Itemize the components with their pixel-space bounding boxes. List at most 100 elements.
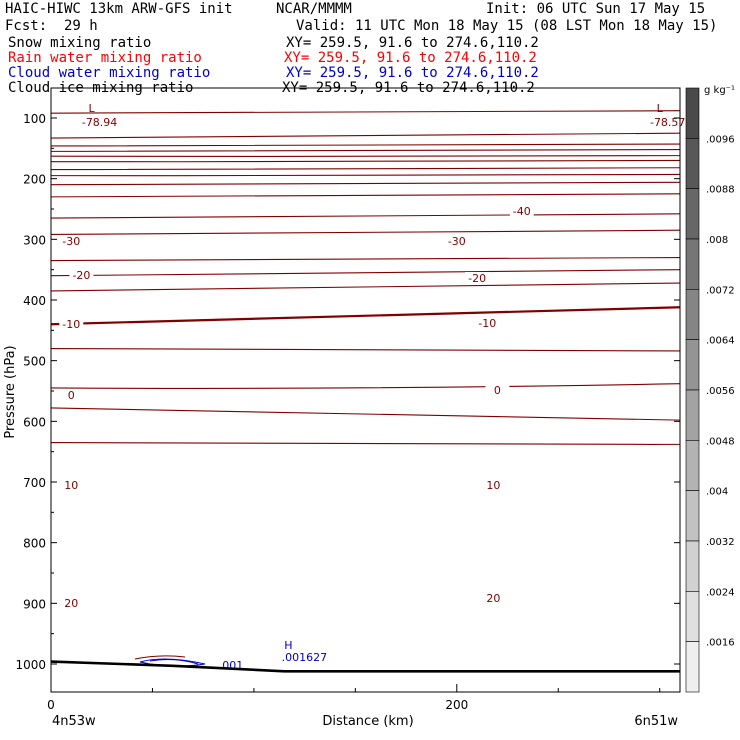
contour-label-bg (465, 272, 490, 284)
contour-line (50, 167, 681, 171)
y-tick-label: 100 (23, 112, 46, 126)
y-tick-label: 700 (23, 476, 46, 490)
low-symbol: L (657, 102, 664, 115)
colorbar-label: .0088 (706, 185, 735, 196)
contour-line (50, 110, 681, 114)
colorbar-unit: g kg⁻¹ (704, 85, 735, 96)
terrain-line (50, 660, 680, 673)
contour-line (50, 132, 681, 139)
colorbar-segment (685, 339, 700, 391)
contour-label-bg (59, 479, 84, 491)
contour-label: 0 (494, 384, 501, 397)
contour-label: -30 (448, 235, 466, 248)
fcst-label: Fcst: (5, 18, 48, 34)
init-time: Init: 06 UTC Sun 17 May 15 (486, 1, 706, 17)
colorbar-segment (685, 440, 700, 491)
field-snow-xy: XY= 259.5, 91.6 to 274.6,110.2 (286, 35, 539, 51)
colorbar-label: .0064 (706, 336, 735, 347)
contour-line (134, 655, 186, 660)
colorbar-segment (685, 540, 700, 592)
contour-line (50, 383, 681, 389)
terrain-line (50, 660, 680, 673)
contour-line (50, 269, 681, 277)
contour-line (50, 173, 681, 177)
contour-line (50, 282, 681, 292)
field-cloud-water-name: Cloud water mixing ratio (8, 65, 211, 81)
contour-label-bg (481, 479, 506, 491)
contour-line (50, 193, 681, 198)
y-tick-label: 300 (23, 233, 46, 247)
colorbar-label: .0048 (706, 436, 735, 447)
y-tick-label: 500 (23, 355, 46, 369)
extrema-markers: L-78.94L-78.57H.001627 (82, 102, 686, 664)
fcst-value: 29 h (64, 18, 98, 34)
contour-label: 20 (486, 592, 500, 605)
plot-frame (50, 87, 681, 693)
y-tick-label: 600 (23, 415, 46, 429)
contour-label-bg (69, 269, 94, 281)
field-snow-name: Snow mixing ratio (8, 35, 152, 51)
contour-label: 0 (68, 389, 75, 402)
org-label: NCAR/MMMM (276, 1, 352, 17)
field-rain-name: Rain water mixing ratio (8, 50, 202, 66)
x-axis-label: Distance (km) (322, 714, 413, 729)
x-tick-label: 200 (445, 698, 468, 712)
contour-line (50, 442, 681, 445)
contour-label-bg (444, 235, 469, 247)
contour-label: -30 (62, 235, 80, 248)
contour-line (50, 159, 681, 163)
contour-label: 10 (486, 479, 500, 492)
colorbar-segment (685, 389, 700, 441)
contour-line (50, 143, 681, 147)
high-symbol: H (284, 639, 292, 652)
contour-label: -20 (72, 269, 90, 282)
contour-label-bg (485, 384, 510, 396)
contour-label: -40 (513, 205, 531, 218)
cloud-water-contour (149, 659, 199, 665)
contour-line (50, 213, 681, 219)
chart-title: HAIC-HIWC 13km ARW-GFS init (5, 1, 233, 17)
field-cloud-water-xy: XY= 259.5, 91.6 to 274.6,110.2 (286, 65, 539, 81)
x-tick-label: 0 (47, 698, 55, 712)
contour-line (50, 256, 681, 262)
y-tick-label: 1000 (15, 658, 46, 672)
y-tick-label: 200 (23, 173, 46, 187)
valid-time: Valid: 11 UTC Mon 18 May 15 (08 LST Mon … (296, 18, 718, 34)
low-value: -78.94 (82, 116, 117, 129)
contour-line (50, 407, 681, 421)
contour-line (50, 148, 681, 152)
colorbar-segment (685, 490, 700, 542)
colorbar-label: .0072 (706, 285, 735, 296)
colorbar-segment (685, 87, 700, 139)
colorbar-label: .0024 (706, 587, 735, 598)
contour-labels: -40 -30 -30 -20 -20 -10 -10 0 0 10 10 20 20 (59, 205, 534, 610)
colorbar-segment (685, 289, 700, 340)
contour-label-bg (59, 318, 84, 330)
x-end-label: 6n51w (634, 714, 678, 729)
contour-label: -10 (478, 317, 496, 330)
contour-label: 20 (64, 597, 78, 610)
contour-label: -10 (62, 318, 80, 331)
colorbar-segment (685, 238, 700, 290)
colorbar-label: .0016 (706, 638, 735, 649)
y-tick-label: 800 (23, 537, 46, 551)
colorbar-label: .0056 (706, 386, 735, 397)
y-axis-label: Pressure (hPa) (3, 345, 18, 438)
contour-label-bg (59, 597, 84, 609)
colorbar-label: .004 (706, 487, 728, 498)
contour-line (50, 229, 681, 236)
colorbar-label: .0032 (706, 537, 735, 548)
contour-label: -20 (468, 272, 486, 285)
colorbar-segment (685, 591, 700, 642)
colorbar: .0096 .0088 .008 .0072 .0064 .0056 .0048 .004 .0… (685, 87, 735, 693)
low-value: -78.57 (650, 116, 685, 129)
colorbar-label: .008 (706, 235, 728, 246)
contour-label-bg (59, 389, 84, 401)
y-tick-label: 900 (23, 597, 46, 611)
contour-line (50, 347, 681, 352)
contour-line (50, 181, 681, 186)
distance-axis: 0 200 (47, 684, 661, 712)
contour-label-bg (481, 592, 506, 604)
